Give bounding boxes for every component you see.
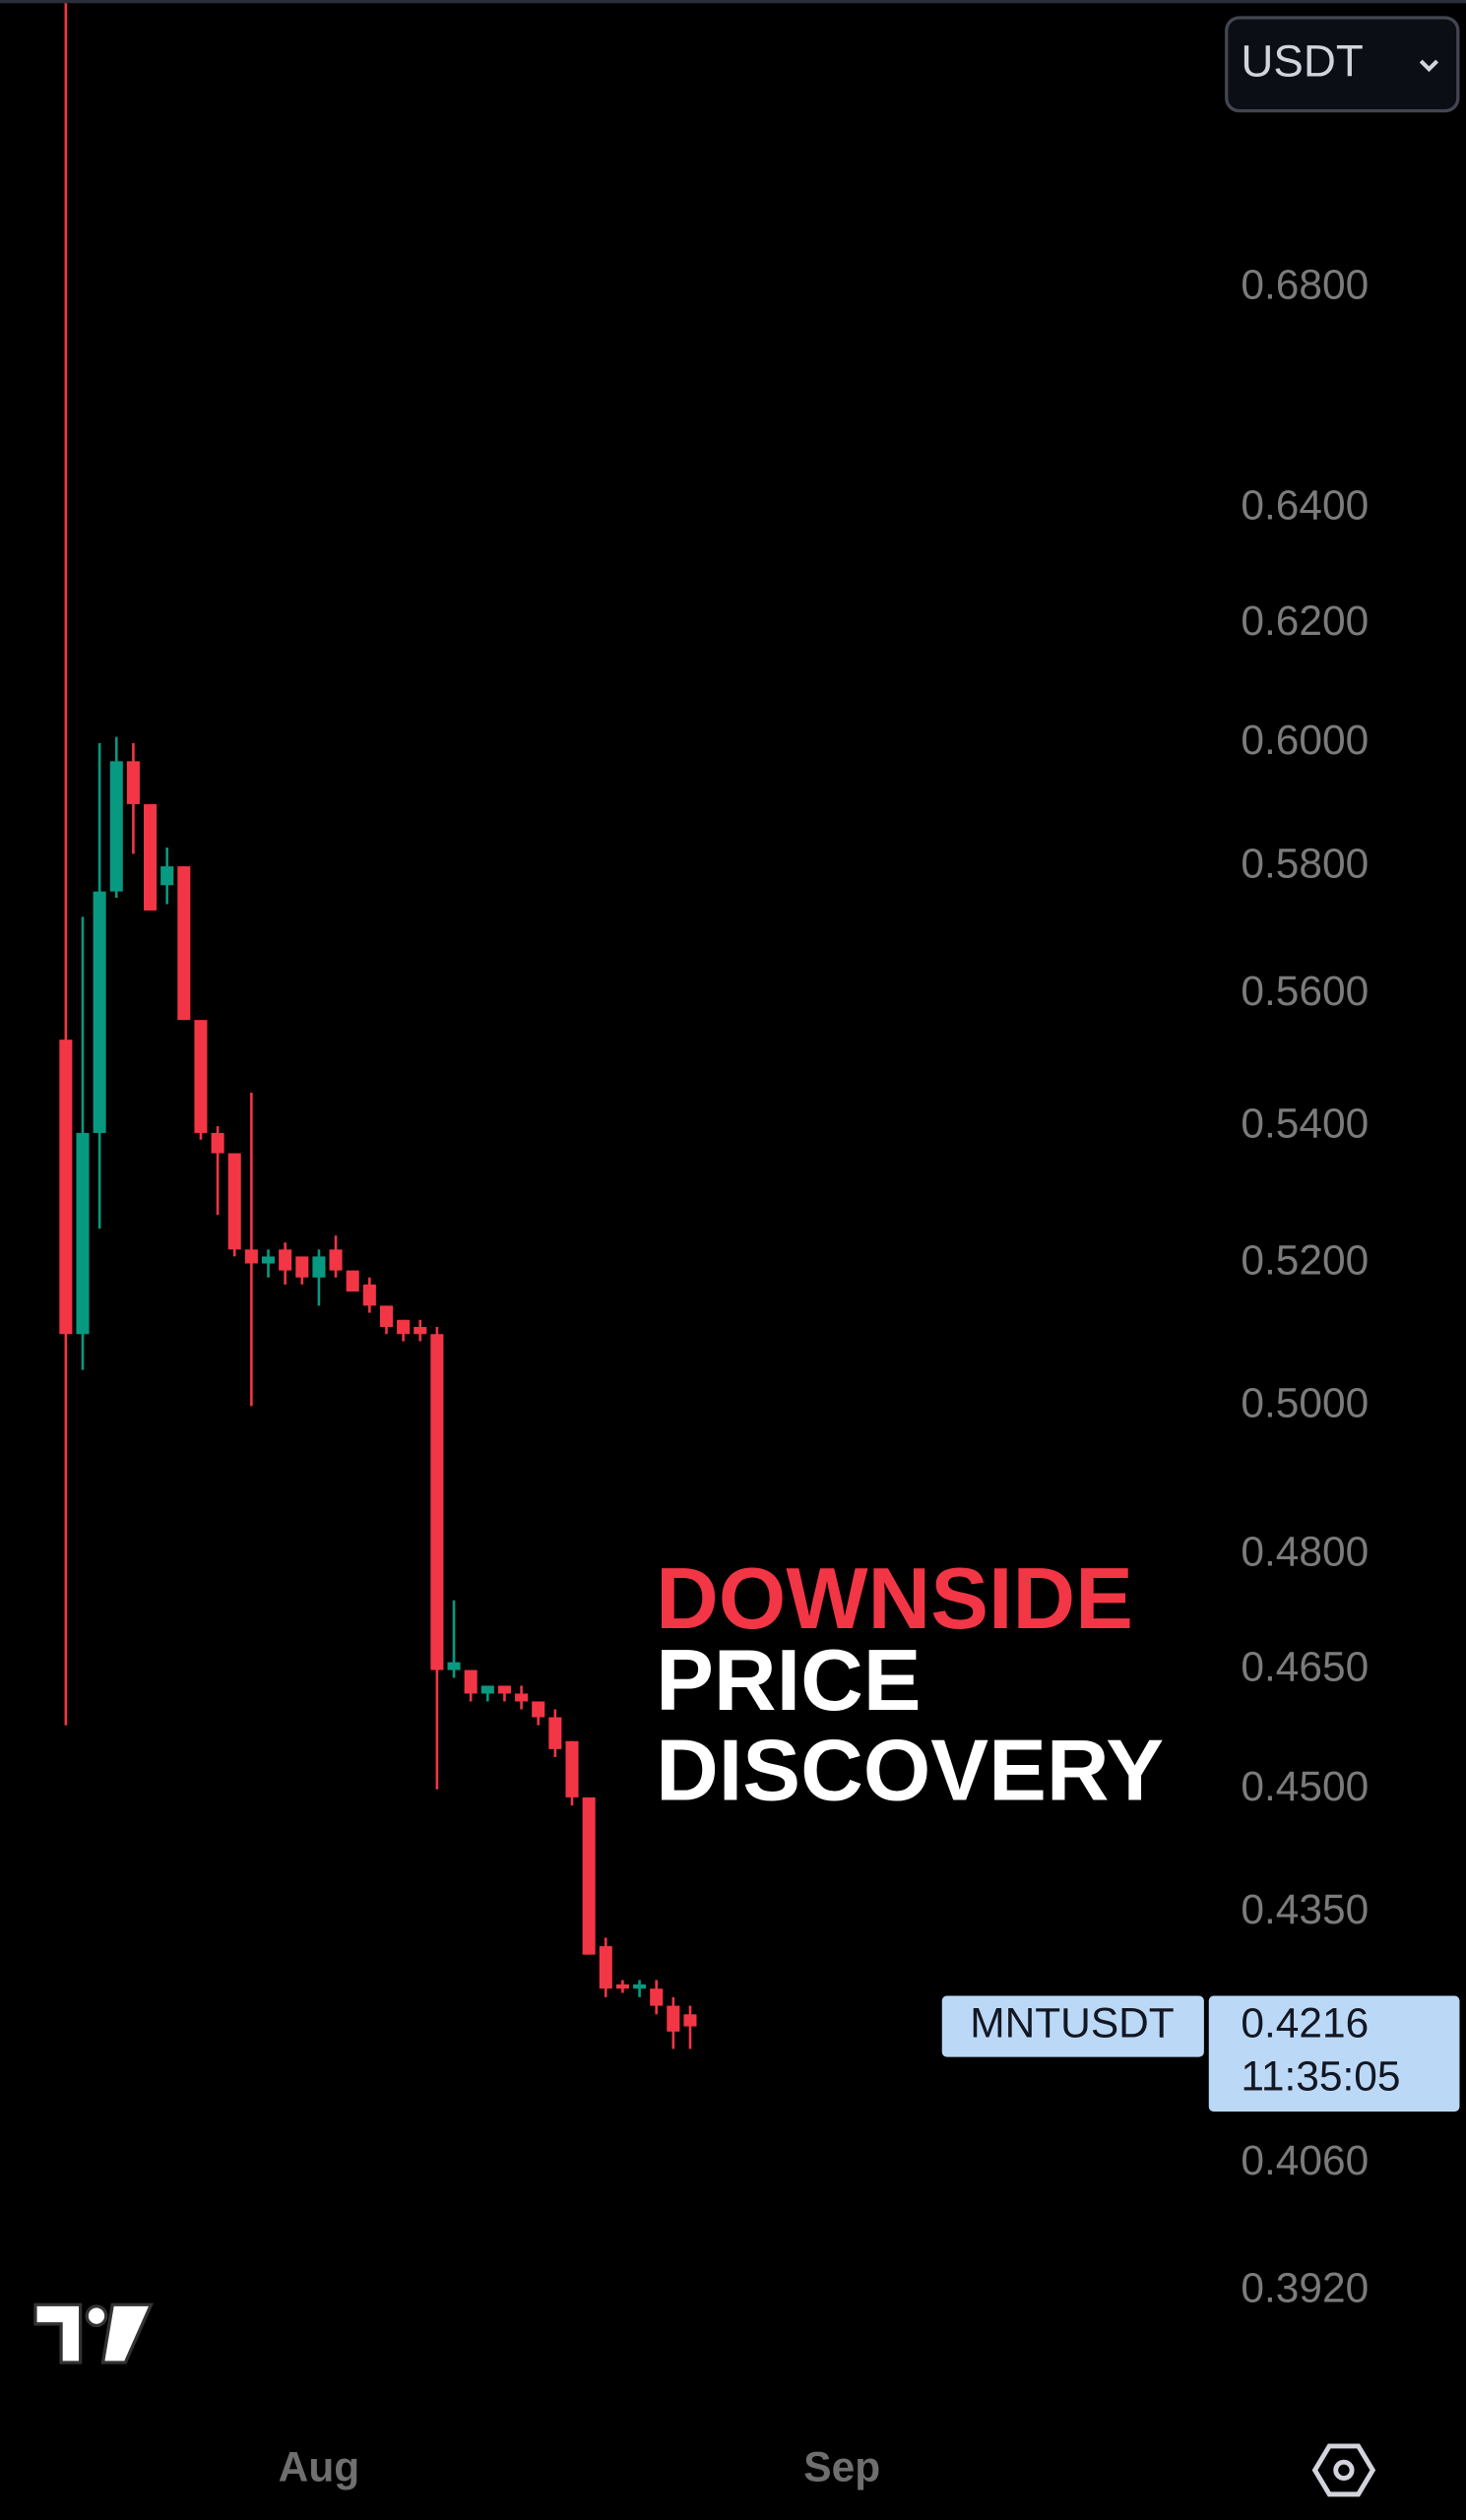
y-tick-label: 0.5600	[1241, 968, 1369, 1014]
x-tick-label: Aug	[279, 2444, 360, 2490]
candle-body	[397, 1319, 411, 1335]
candle-body	[683, 2014, 697, 2027]
candle-body	[497, 1685, 511, 1694]
symbol-label: MNTUSDT	[970, 2000, 1174, 2047]
candle-body	[515, 1693, 529, 1702]
last-price-box	[1208, 1995, 1460, 2112]
candle-body	[532, 1701, 545, 1718]
candle-body	[160, 866, 174, 886]
candle-body	[227, 1153, 241, 1250]
candle-body	[109, 761, 123, 892]
candle-body	[211, 1132, 224, 1154]
candle-body	[312, 1256, 326, 1278]
y-tick-label: 0.6800	[1241, 262, 1369, 308]
candle-body	[295, 1256, 309, 1278]
y-tick-label: 0.5800	[1241, 840, 1369, 886]
plot-area	[59, 3, 697, 2049]
y-tick-label: 0.5200	[1241, 1237, 1369, 1284]
candle-body	[447, 1662, 461, 1670]
settings-icon[interactable]	[1311, 2443, 1376, 2497]
candle-body	[194, 1020, 208, 1133]
candle-body	[177, 866, 191, 1021]
candle-body	[93, 891, 106, 1133]
candle-body	[261, 1256, 276, 1264]
y-tick-label: 0.3920	[1241, 2265, 1369, 2311]
candle-body	[279, 1249, 292, 1271]
dropdown-box[interactable]	[1225, 16, 1460, 113]
x-tick-label: Sep	[803, 2444, 880, 2490]
candle-body	[329, 1249, 343, 1271]
symbol-label-box	[941, 1995, 1204, 2057]
candle-body	[650, 1988, 664, 2006]
tv-logo	[33, 2302, 154, 2364]
settings-icon-center[interactable]	[1333, 2459, 1355, 2481]
candle-body	[582, 1796, 596, 1955]
candle-body	[59, 1040, 73, 1335]
y-tick-label: 0.5000	[1241, 1380, 1369, 1426]
settings-button[interactable]	[1311, 2443, 1376, 2497]
candle-body	[548, 1717, 562, 1749]
annotation-line: PRICE	[656, 1631, 921, 1729]
annotation-line: DOWNSIDE	[656, 1549, 1133, 1647]
logo-part	[100, 2302, 154, 2364]
candle-body	[362, 1284, 376, 1306]
y-tick-label: 0.6200	[1241, 598, 1369, 644]
y-tick-label: 0.4800	[1241, 1528, 1369, 1574]
chevron[interactable]	[1419, 59, 1439, 73]
top-border	[0, 0, 1466, 4]
y-tick-label: 0.5400	[1241, 1100, 1369, 1146]
candle-body	[565, 1740, 579, 1797]
y-tick-label: 0.4650	[1241, 1644, 1369, 1690]
candle-body	[430, 1334, 444, 1670]
candle-body	[244, 1249, 258, 1264]
candle-body	[615, 1984, 629, 1989]
last-price: 0.4216	[1241, 2000, 1369, 2047]
candle-body	[599, 1946, 612, 1989]
logo-part	[85, 2304, 108, 2328]
candle-body	[126, 761, 140, 804]
candle-body	[414, 1327, 427, 1335]
currency-selector[interactable]: USDT	[1225, 16, 1460, 113]
candle-body	[633, 1984, 647, 1989]
candle-body	[464, 1670, 478, 1694]
y-tick-label: 0.4060	[1241, 2137, 1369, 2183]
candle-body	[144, 803, 158, 911]
logo-part	[33, 2302, 83, 2364]
candle-body	[76, 1132, 90, 1335]
currency-label[interactable]: USDT	[1241, 35, 1363, 86]
y-tick-label: 0.4350	[1241, 1886, 1369, 1932]
candle-body	[480, 1685, 494, 1694]
candle-body	[667, 2005, 680, 2032]
y-tick-label: 0.4500	[1241, 1763, 1369, 1809]
annotation-line: DISCOVERY	[656, 1722, 1164, 1819]
y-tick-label: 0.6400	[1241, 482, 1369, 529]
candle-body	[346, 1270, 359, 1292]
y-tick-label: 0.6000	[1241, 717, 1369, 763]
candle-body	[379, 1305, 394, 1328]
countdown: 11:35:05	[1241, 2053, 1400, 2100]
